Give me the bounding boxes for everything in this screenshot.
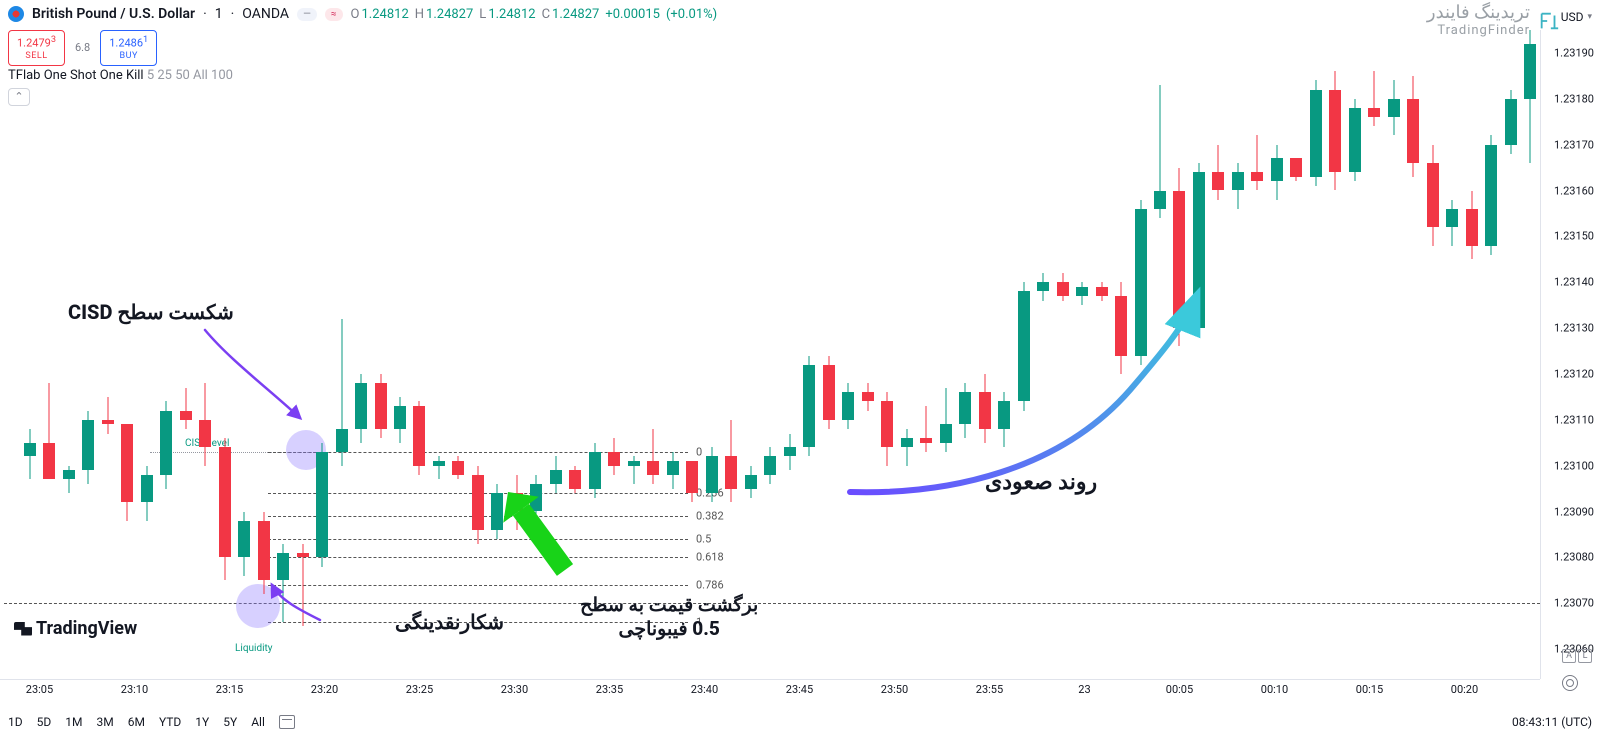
- x-axis[interactable]: 23:0523:1023:1523:2023:2523:3023:3523:40…: [0, 679, 1540, 699]
- range-6M[interactable]: 6M: [128, 715, 145, 729]
- tradingview-watermark: TradingView: [14, 618, 137, 639]
- price-chart[interactable]: CISD levelLiquidity00.2360.3820.50.6180.…: [0, 30, 1540, 679]
- axis-mode-buttons[interactable]: A L: [1562, 649, 1592, 663]
- goto-date-icon[interactable]: [1562, 675, 1578, 691]
- chart-header: British Pound / U.S. Dollar · 1 · OANDA …: [8, 6, 717, 22]
- currency-selector[interactable]: USD: [1561, 10, 1592, 24]
- annotation-cisd-break: شکست سطح CISD: [68, 300, 234, 324]
- range-1M[interactable]: 1M: [65, 715, 82, 729]
- dot-sep: ·: [231, 6, 235, 22]
- symbol-name[interactable]: British Pound / U.S. Dollar: [32, 6, 195, 22]
- range-5D[interactable]: 5D: [37, 715, 52, 729]
- range-YTD[interactable]: YTD: [159, 715, 181, 729]
- tradingfinder-icon: [1538, 10, 1560, 32]
- y-axis[interactable]: 1.230601.230701.230801.230901.231001.231…: [1540, 30, 1600, 679]
- annotation-fib-return: برگشت قیمت به سطح0.5 فیبوناچی: [580, 593, 758, 641]
- session-pill: —: [297, 8, 317, 21]
- range-1D[interactable]: 1D: [8, 715, 23, 729]
- dot-sep: ·: [203, 6, 207, 22]
- range-bar[interactable]: 1D 5D 1M 3M 6M YTD 1Y 5Y All: [8, 715, 295, 729]
- range-All[interactable]: All: [251, 715, 265, 729]
- range-5Y[interactable]: 5Y: [223, 715, 237, 729]
- symbol-icon: [8, 6, 24, 22]
- range-1Y[interactable]: 1Y: [195, 715, 209, 729]
- clock-utc[interactable]: 08:43:11 (UTC): [1512, 715, 1592, 729]
- ohlc-values: O1.24812 H1.24827 L1.24812 C1.24827 +0.0…: [351, 7, 718, 22]
- provider: OANDA: [242, 6, 289, 22]
- log-button[interactable]: L: [1578, 649, 1592, 663]
- interval[interactable]: 1: [215, 6, 223, 22]
- annotation-uptrend: روند صعودی: [985, 470, 1097, 495]
- annotation-liquidity-hunt: شکارنقدینگی: [395, 610, 504, 634]
- range-3M[interactable]: 3M: [96, 715, 113, 729]
- delay-pill: ≈: [325, 8, 343, 21]
- auto-button[interactable]: A: [1562, 649, 1576, 663]
- calendar-icon[interactable]: [279, 715, 295, 729]
